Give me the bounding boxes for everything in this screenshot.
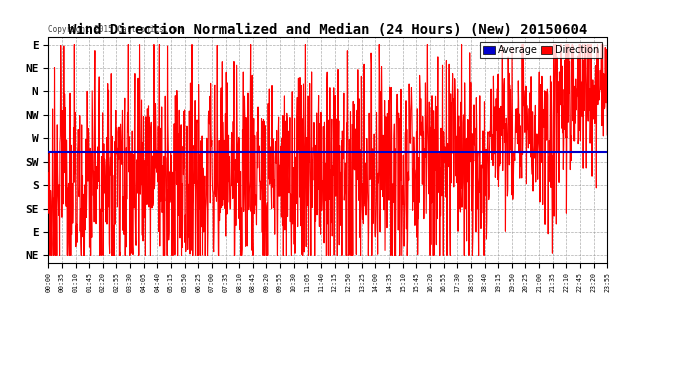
Legend: Average, Direction: Average, Direction [480,42,602,58]
Text: Copyright 2015 Cartronics.com: Copyright 2015 Cartronics.com [48,25,182,34]
Title: Wind Direction Normalized and Median (24 Hours) (New) 20150604: Wind Direction Normalized and Median (24… [68,24,587,38]
